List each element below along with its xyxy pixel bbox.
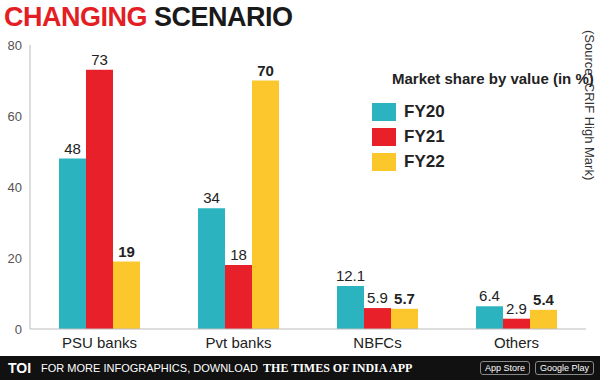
svg-text:0: 0	[15, 322, 22, 337]
html-text:App Store: App Store	[484, 363, 525, 373]
svg-text:34: 34	[203, 189, 220, 206]
html-text:FY21: FY21	[404, 126, 445, 146]
html-text:Google Play: Google Play	[540, 363, 589, 373]
svg-text:5.7: 5.7	[394, 290, 415, 307]
svg-text:60: 60	[8, 109, 22, 124]
svg-text:18: 18	[230, 246, 247, 263]
svg-text:40: 40	[8, 180, 22, 195]
svg-text:6.4: 6.4	[479, 287, 500, 304]
svg-text:12.1: 12.1	[336, 267, 365, 284]
svg-text:19: 19	[118, 243, 135, 260]
html-text:(Source: CRIF High Mark): (Source: CRIF High Mark)	[582, 30, 597, 181]
svg-text:PSU banks: PSU banks	[62, 334, 137, 351]
html-text:FY22: FY22	[404, 151, 445, 171]
svg-text:NBFCs: NBFCs	[353, 334, 401, 351]
svg-text:80: 80	[8, 38, 22, 53]
svg-text:70: 70	[257, 62, 274, 79]
html-text:FOR MORE INFOGRAPHICS, DOWNLOA: FOR MORE INFOGRAPHICS, DOWNLOAD THE TIME…	[41, 360, 413, 375]
html-text:TOI: TOI	[8, 360, 32, 376]
svg-text:5.9: 5.9	[367, 289, 388, 306]
svg-text:2.9: 2.9	[506, 300, 527, 317]
svg-text:48: 48	[64, 140, 81, 157]
html-text:FY20: FY20	[404, 101, 445, 121]
svg-text:Others: Others	[494, 334, 539, 351]
svg-text:Pvt banks: Pvt banks	[206, 334, 272, 351]
html-text:Market share by value (in %): Market share by value (in %)	[392, 70, 594, 87]
svg-text:73: 73	[91, 51, 108, 68]
svg-text:20: 20	[8, 251, 22, 266]
html-text:CHANGING SCENARIO: CHANGING SCENARIO	[4, 2, 293, 32]
svg-text:5.4: 5.4	[533, 291, 555, 308]
